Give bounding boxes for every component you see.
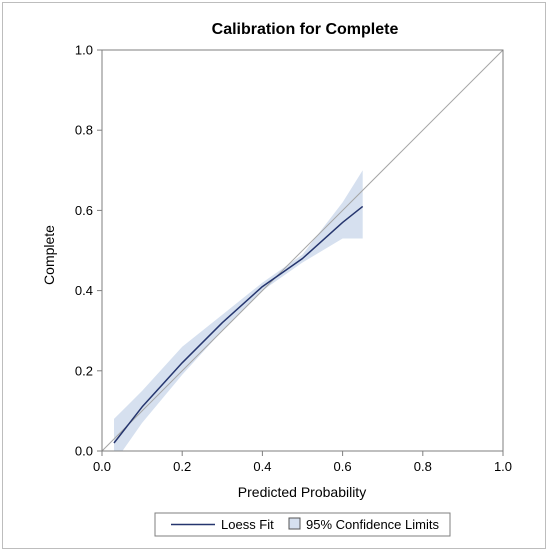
- legend-box: [154, 512, 451, 537]
- x-tick-label: 1.0: [494, 459, 512, 474]
- reference-diagonal-line: [102, 50, 503, 451]
- chart-frame: [2, 2, 546, 549]
- y-tick-label: 0.4: [75, 283, 93, 298]
- y-tick-label: 0.0: [75, 444, 93, 459]
- x-axis-label: Predicted Probability: [238, 484, 366, 500]
- loess-fit-line: [113, 205, 364, 444]
- x-tick-label: 0.2: [173, 459, 191, 474]
- y-axis-label: Complete: [41, 225, 57, 285]
- legend: Loess Fit 95% Confidence Limits: [154, 512, 451, 537]
- x-tick-label: 0.0: [93, 459, 111, 474]
- y-tick-label: 0.2: [75, 363, 93, 378]
- y-tick-label: 0.8: [75, 123, 93, 138]
- legend-entry-loess: Loess Fit: [221, 517, 274, 532]
- plot-area-border: [101, 49, 504, 452]
- x-tick-label: 0.6: [334, 459, 352, 474]
- y-tick-label: 0.6: [75, 203, 93, 218]
- chart-title: Calibration for Complete: [212, 21, 399, 38]
- y-tick-label: 1.0: [75, 43, 93, 58]
- confidence-band: [114, 170, 363, 451]
- legend-band-swatch: [288, 517, 301, 530]
- x-tick-label: 0.4: [253, 459, 271, 474]
- x-tick-label: 0.8: [414, 459, 432, 474]
- legend-entry-confidence: 95% Confidence Limits: [306, 517, 439, 532]
